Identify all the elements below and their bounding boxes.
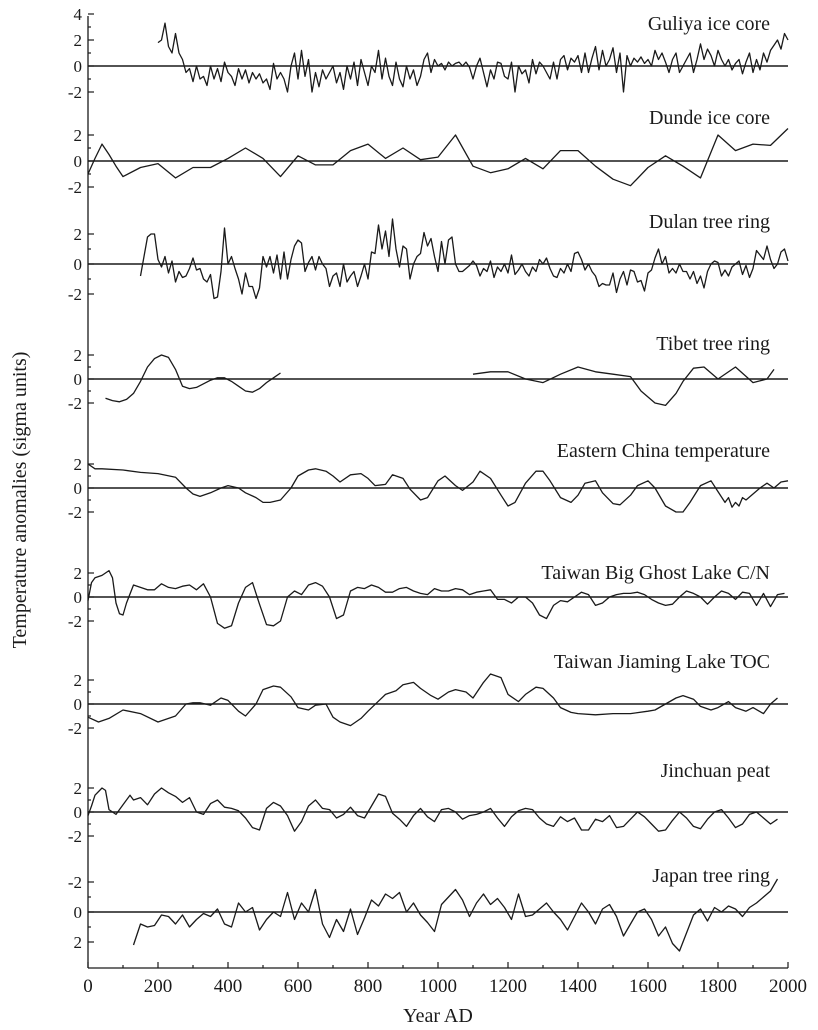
- y-tick-label: 2: [74, 933, 83, 952]
- panel-title: Eastern China temperature: [557, 440, 770, 462]
- x-tick-label: 1800: [699, 976, 737, 997]
- y-tick-label: 0: [74, 370, 83, 389]
- y-tick-label: 0: [74, 588, 83, 607]
- panel: 4 2 0 -2 Guliya ice core: [68, 5, 789, 102]
- series-line: [139, 218, 789, 300]
- x-tick-label: 1600: [629, 976, 667, 997]
- y-tick-label: 2: [74, 126, 83, 145]
- x-tick-label: 200: [144, 976, 173, 997]
- x-tick-label: 1400: [559, 976, 597, 997]
- panel-title: Japan tree ring: [652, 865, 770, 887]
- y-tick-label: -2: [68, 394, 82, 413]
- series-line: [157, 22, 789, 93]
- series-line: [87, 463, 789, 513]
- x-tick-label: 0: [83, 976, 93, 997]
- y-tick-label: 0: [74, 57, 83, 76]
- series-line: [87, 673, 778, 727]
- series-line: [87, 569, 785, 629]
- chart-axes: 0 200 400 600 800 1000 1200 1400 1600 1800 2000: [83, 16, 807, 997]
- y-tick-label: 2: [74, 31, 83, 50]
- x-tick-label: 1000: [419, 976, 457, 997]
- y-tick-label: 0: [74, 152, 83, 171]
- series-line: [132, 878, 779, 952]
- y-tick-label: 0: [74, 903, 83, 922]
- y-tick-label: -2: [68, 612, 82, 631]
- y-tick-label: 2: [74, 779, 83, 798]
- y-tick-label: -2: [68, 178, 82, 197]
- series-line: [87, 128, 789, 187]
- y-tick-label: 2: [74, 564, 83, 583]
- y-tick-label: 0: [74, 479, 83, 498]
- x-tick-label: 600: [284, 976, 313, 997]
- panel: 2 0 -2 Dunde ice core: [68, 107, 789, 197]
- y-tick-label: 0: [74, 255, 83, 274]
- panel: 2 0 -2 Jinchuan peat: [68, 760, 788, 846]
- panel: 2 0 -2 Taiwan Big Ghost Lake C/N: [68, 562, 788, 631]
- x-tick-label: 1200: [489, 976, 527, 997]
- panel-title: Guliya ice core: [648, 13, 770, 35]
- panel-title: Dunde ice core: [649, 107, 770, 129]
- panel: 2 0 -2 Dulan tree ring: [68, 211, 789, 304]
- x-tick-label: 800: [354, 976, 383, 997]
- series-line: [87, 787, 778, 832]
- y-tick-label: 4: [74, 5, 83, 24]
- y-tick-label: 2: [74, 455, 83, 474]
- y-tick-label: -2: [68, 503, 82, 522]
- panel: 2 0 -2 Taiwan Jiaming Lake TOC: [68, 651, 788, 738]
- panel: 2 0 -2 Tibet tree ring: [68, 333, 788, 413]
- y-tick-label: -2: [68, 83, 82, 102]
- y-tick-label: 2: [74, 671, 83, 690]
- y-tick-label: 0: [74, 695, 83, 714]
- x-axis-label: Year AD: [403, 1005, 473, 1027]
- y-tick-label: 2: [74, 225, 83, 244]
- y-tick-label: -2: [68, 873, 82, 892]
- panel-title: Dulan tree ring: [649, 211, 770, 233]
- panel-title: Taiwan Big Ghost Lake C/N: [541, 562, 770, 584]
- y-tick-label: -2: [68, 827, 82, 846]
- y-tick-label: -2: [68, 719, 82, 738]
- panel: -2 0 2 Japan tree ring: [68, 865, 788, 952]
- panel: 2 0 -2 Eastern China temperature: [68, 440, 789, 522]
- panel-title: Tibet tree ring: [656, 333, 770, 355]
- panel-title: Taiwan Jiaming Lake TOC: [554, 651, 770, 673]
- y-axis-label: Temperature anomalies (sigma units): [9, 352, 31, 649]
- panel-title: Jinchuan peat: [661, 760, 771, 782]
- y-tick-label: 2: [74, 346, 83, 365]
- chart-panels: 4 2 0 -2 Guliya ice core 2 0 -2 Dunde ice core 2 0…: [68, 5, 789, 952]
- x-tick-label: 400: [214, 976, 243, 997]
- series-line: [105, 354, 775, 407]
- y-tick-label: -2: [68, 285, 82, 304]
- x-tick-label: 2000: [769, 976, 807, 997]
- y-tick-label: 0: [74, 803, 83, 822]
